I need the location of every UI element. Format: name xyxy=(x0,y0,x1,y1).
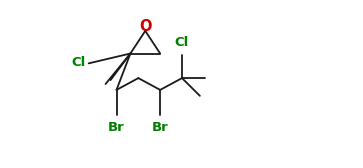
Text: Br: Br xyxy=(108,121,125,134)
Text: Cl: Cl xyxy=(175,36,189,49)
Text: O: O xyxy=(139,19,151,34)
Text: Br: Br xyxy=(151,121,168,134)
Text: Cl: Cl xyxy=(72,56,86,69)
